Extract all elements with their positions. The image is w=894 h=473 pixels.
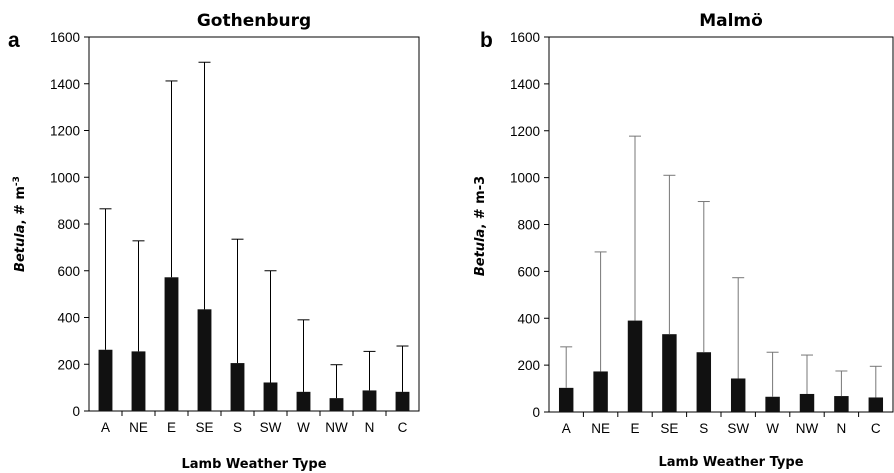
y-tick-label: 1200 bbox=[510, 124, 540, 139]
plot-area-malmo: 0 200 400 600 800 1000 1200 1400 1600 A NE E SE S SW W N… bbox=[510, 30, 894, 436]
bar-a bbox=[98, 349, 113, 411]
bar-e bbox=[164, 277, 179, 411]
x-axis-label-malmo: Lamb Weather Type bbox=[658, 455, 803, 470]
y-tick-label: 1200 bbox=[50, 124, 80, 139]
y-tick-label: 1400 bbox=[510, 77, 540, 92]
panel-malmo: b Malmö Lamb Weather Type Betula, # m-3 … bbox=[473, 11, 894, 470]
y-tick-label: 1000 bbox=[50, 170, 80, 185]
bar-sw bbox=[730, 378, 746, 412]
bar-e bbox=[627, 320, 643, 412]
x-tick-label-sw: SW bbox=[727, 421, 749, 436]
bar-a bbox=[558, 387, 574, 412]
bar-n bbox=[834, 396, 849, 412]
y-axis-label-malmo: Betula, # m-3 bbox=[473, 176, 488, 276]
x-tick-label-nw: NW bbox=[325, 420, 348, 435]
bar-se bbox=[662, 334, 677, 412]
x-tick-label-c: C bbox=[398, 420, 408, 435]
x-tick-label-se: SE bbox=[660, 421, 678, 436]
y-tick-label: 400 bbox=[57, 311, 80, 326]
y-tick-label: 1400 bbox=[50, 77, 80, 92]
y-axis-label-italic: Betula bbox=[13, 225, 28, 272]
panel-letter-b: b bbox=[480, 29, 493, 52]
x-tick-label-w: W bbox=[297, 420, 310, 435]
bar-c bbox=[868, 397, 884, 412]
bar-w bbox=[296, 391, 311, 411]
x-tick-label-n: N bbox=[365, 420, 375, 435]
x-tick-label-w: W bbox=[766, 421, 779, 436]
x-tick-label-se: SE bbox=[195, 420, 213, 435]
y-tick-label: 1600 bbox=[50, 30, 80, 45]
y-tick-label: 200 bbox=[57, 357, 80, 372]
x-tick-label-c: C bbox=[871, 421, 881, 436]
bar-ne bbox=[593, 371, 608, 412]
x-tick-label-a: A bbox=[101, 420, 110, 435]
y-axis-label-italic: Betula bbox=[473, 229, 488, 276]
x-tick-label-sw: SW bbox=[260, 420, 282, 435]
bar-se bbox=[197, 309, 212, 411]
y-tick-label: 600 bbox=[517, 264, 540, 279]
y-tick-label: 200 bbox=[517, 358, 540, 373]
x-tick-label-s: S bbox=[233, 420, 242, 435]
bar-c bbox=[395, 391, 410, 411]
bar-w bbox=[765, 396, 780, 412]
y-tick-label: 800 bbox=[517, 218, 540, 233]
y-axis-label-unit: , # m-3 bbox=[473, 176, 488, 229]
bar-sw bbox=[263, 382, 278, 411]
bar-s bbox=[696, 352, 712, 412]
y-tick-label: 800 bbox=[57, 217, 80, 232]
y-tick-label: 600 bbox=[57, 264, 80, 279]
x-axis-label-gothenburg: Lamb Weather Type bbox=[181, 457, 326, 472]
panel-letter-a: a bbox=[8, 29, 20, 52]
x-tick-label-ne: NE bbox=[129, 420, 148, 435]
y-tick-label: 400 bbox=[517, 311, 540, 326]
bar-nw bbox=[799, 393, 815, 412]
bar-n bbox=[362, 390, 377, 411]
chart-title-malmo: Malmö bbox=[699, 11, 763, 31]
x-tick-label-n: N bbox=[837, 421, 847, 436]
y-tick-label: 1000 bbox=[510, 171, 540, 186]
x-tick-label-e: E bbox=[630, 421, 639, 436]
bar-s bbox=[230, 363, 245, 411]
y-tick-label: 0 bbox=[532, 405, 540, 420]
bar-nw bbox=[329, 398, 344, 411]
chart-title-gothenburg: Gothenburg bbox=[197, 11, 311, 31]
x-tick-label-e: E bbox=[167, 420, 176, 435]
panel-gothenburg: a Gothenburg Lamb Weather Type Betula, #… bbox=[8, 11, 420, 472]
x-tick-label-a: A bbox=[562, 421, 571, 436]
y-tick-label: 0 bbox=[72, 404, 80, 419]
x-tick-label-s: S bbox=[699, 421, 708, 436]
y-axis-label-gothenburg: Betula, # m-3 bbox=[12, 176, 28, 272]
x-tick-label-nw: NW bbox=[796, 421, 819, 436]
bar-ne bbox=[131, 351, 146, 411]
y-tick-label: 1600 bbox=[510, 30, 540, 45]
x-tick-label-ne: NE bbox=[591, 421, 610, 436]
y-axis-label-unit: , # m bbox=[13, 186, 28, 224]
y-axis-label-superscript: -3 bbox=[12, 176, 22, 186]
